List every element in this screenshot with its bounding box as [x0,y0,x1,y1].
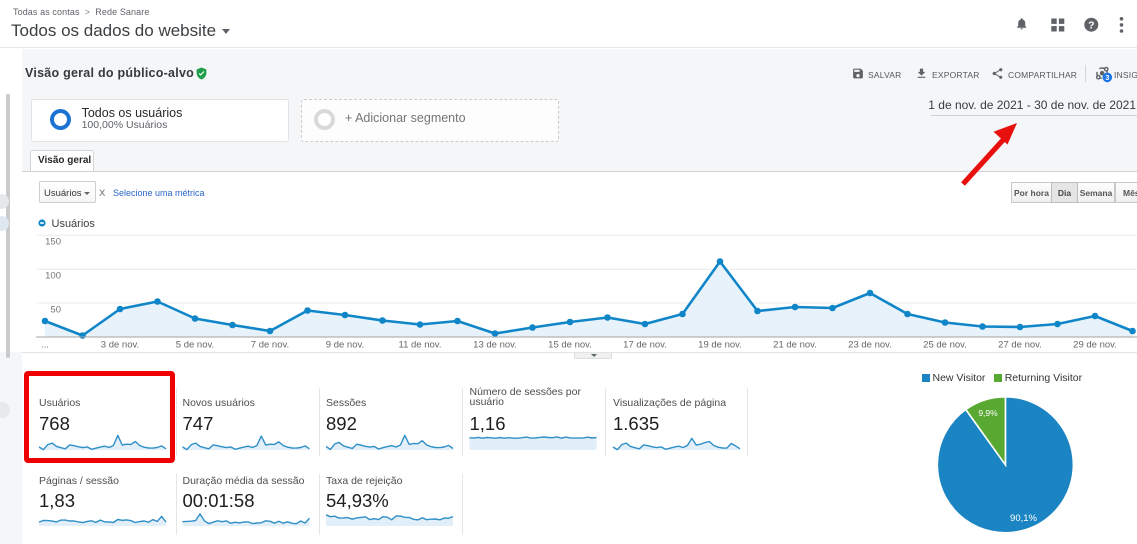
svg-text:3: 3 [1105,73,1109,82]
svg-text:9,9%: 9,9% [978,408,998,418]
svg-text:3 de nov.: 3 de nov. [101,340,139,351]
svg-text:21 de nov.: 21 de nov. [773,340,817,351]
svg-text:90,1%: 90,1% [1010,513,1037,524]
svg-text:...: ... [41,340,49,351]
svg-text:19 de nov.: 19 de nov. [698,340,742,351]
svg-text:17 de nov.: 17 de nov. [623,340,667,351]
svg-text:150: 150 [45,237,61,248]
svg-text:29 de nov.: 29 de nov. [1073,340,1117,351]
svg-text:11 de nov.: 11 de nov. [399,340,442,351]
svg-text:23 de nov.: 23 de nov. [848,340,892,351]
svg-text:50: 50 [50,304,61,315]
svg-text:25 de nov.: 25 de nov. [923,340,967,351]
svg-text:13 de nov.: 13 de nov. [473,340,517,351]
svg-text:15 de nov.: 15 de nov. [548,340,592,351]
svg-text:7 de nov.: 7 de nov. [251,340,289,351]
svg-text:5 de nov.: 5 de nov. [176,340,214,351]
svg-text:?: ? [1088,19,1094,31]
svg-text:27 de nov.: 27 de nov. [998,340,1042,351]
svg-text:100: 100 [45,270,61,281]
svg-text:9 de nov.: 9 de nov. [326,340,364,351]
